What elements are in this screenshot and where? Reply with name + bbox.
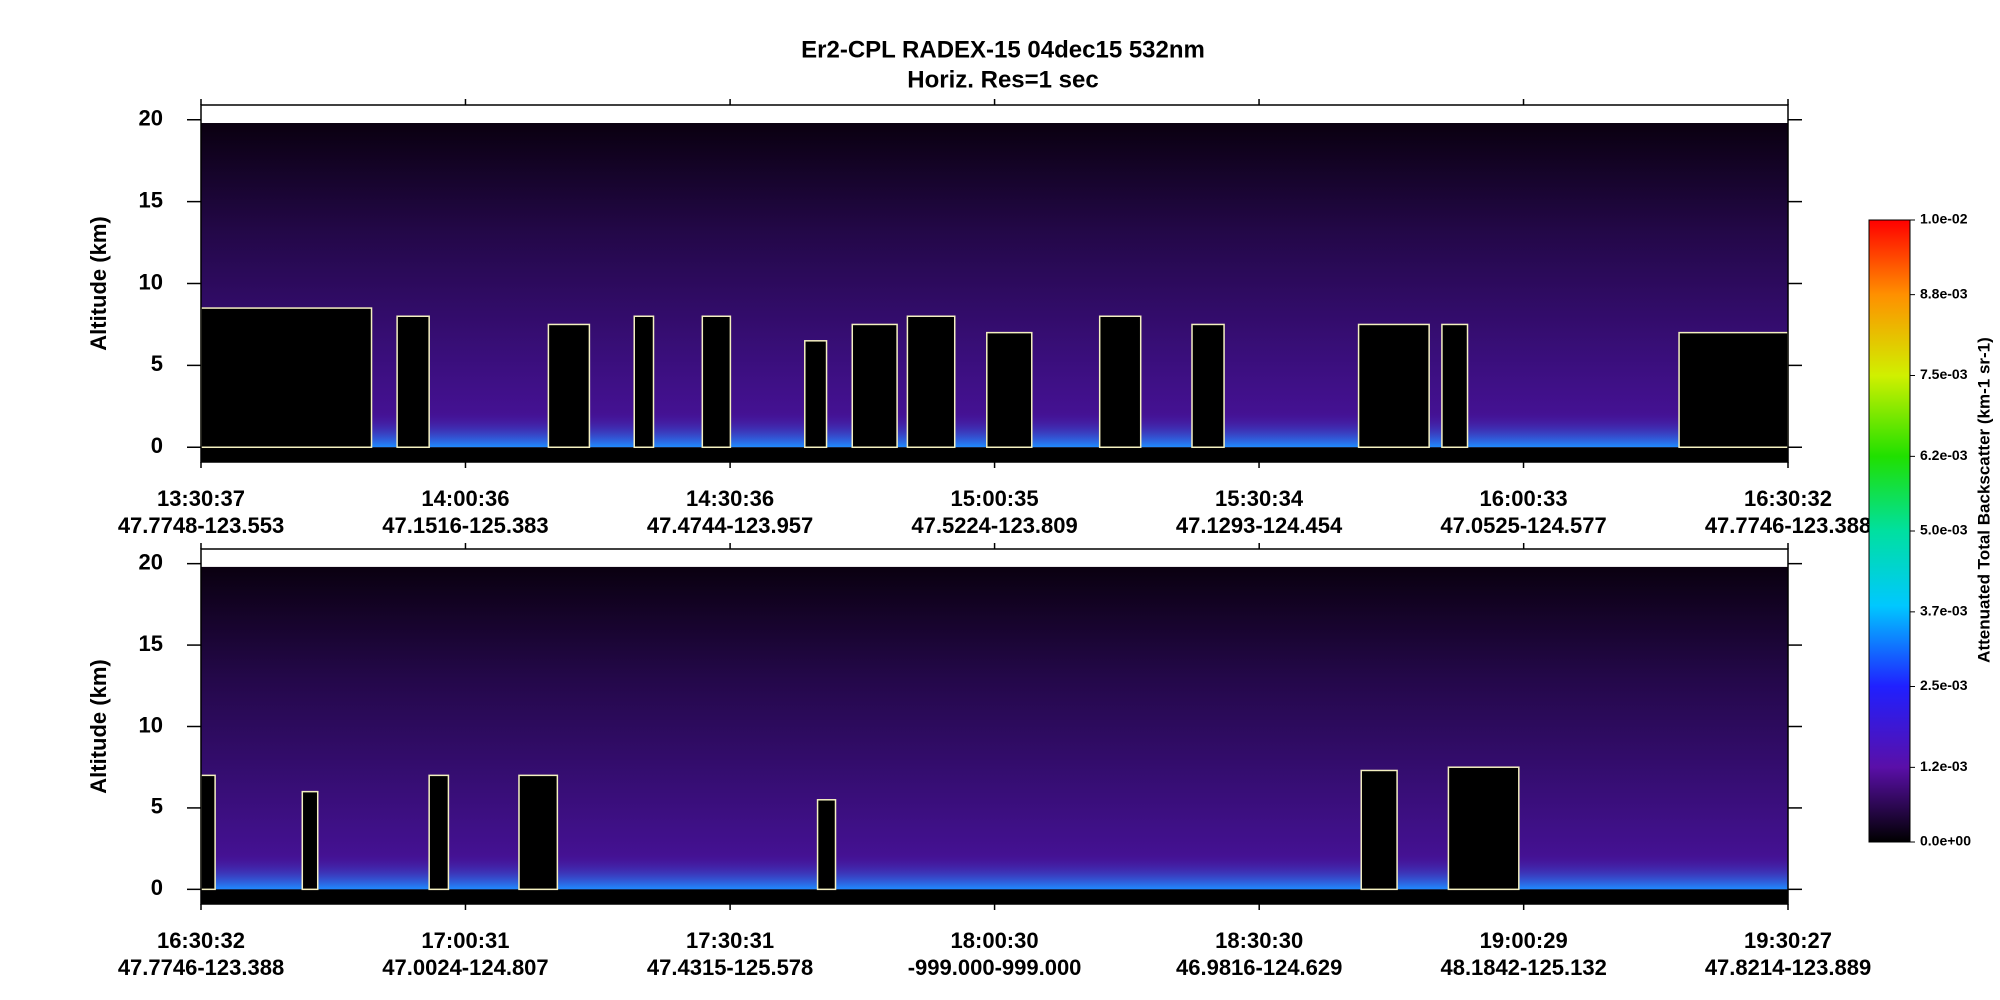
- x-tick-label: 15:00:35: [951, 486, 1039, 511]
- y-tick-label: 5: [151, 351, 163, 376]
- x-tick-location: 48.1842-125.132: [1440, 955, 1606, 980]
- x-tick-location: -999.000-999.000: [908, 955, 1082, 980]
- cloud: [986, 331, 1033, 449]
- x-tick-label: 13:30:37: [157, 486, 245, 511]
- y-axis-label: Altitude (km): [86, 659, 111, 793]
- colorbar: [1868, 219, 1911, 843]
- x-tick-location: 47.4315-125.578: [647, 955, 813, 980]
- cloud: [547, 323, 591, 449]
- cloud: [396, 315, 430, 449]
- x-tick-label: 18:00:30: [951, 928, 1039, 953]
- colorbar-label: Attenuated Total Backscatter (km-1 sr-1): [1974, 337, 1993, 663]
- cloud: [1191, 323, 1225, 449]
- colorbar-tick-label: 1.2e-03: [1920, 758, 1968, 774]
- y-tick-label: 5: [151, 794, 163, 819]
- x-tick-label: 16:00:33: [1479, 486, 1567, 511]
- colorbar-tick-label: 1.0e-02: [1920, 211, 1968, 227]
- x-tick-label: 19:00:29: [1480, 928, 1568, 953]
- colorbar-tick-label: 0.0e+00: [1920, 833, 1971, 849]
- x-tick-location: 47.0525-124.577: [1440, 513, 1606, 538]
- y-axis-label: Altitude (km): [86, 216, 111, 350]
- x-tick-location: 47.0024-124.807: [382, 955, 548, 980]
- y-tick-label: 10: [139, 712, 163, 737]
- cloud: [200, 774, 216, 891]
- cloud: [1098, 315, 1142, 449]
- cloud: [701, 315, 732, 449]
- atmosphere: [201, 566, 1788, 890]
- x-tick-label: 14:30:36: [686, 486, 774, 511]
- x-tick-location: 47.1516-125.383: [382, 513, 548, 538]
- cloud: [1360, 769, 1398, 891]
- colorbar-tick-label: 2.5e-03: [1920, 677, 1968, 693]
- x-tick-label: 19:30:27: [1744, 928, 1832, 953]
- cloud: [1441, 323, 1469, 449]
- cloud: [428, 774, 450, 891]
- cloud: [301, 790, 319, 891]
- y-tick-label: 0: [151, 875, 163, 900]
- y-tick-label: 20: [139, 106, 163, 131]
- chart-title: Er2-CPL RADEX-15 04dec15 532nm: [801, 36, 1205, 63]
- x-tick-location: 47.8214-123.889: [1705, 955, 1871, 980]
- x-tick-label: 16:30:32: [157, 928, 245, 953]
- colorbar-tick-label: 3.7e-03: [1920, 603, 1968, 619]
- x-tick-label: 14:00:36: [421, 486, 509, 511]
- colorbar-tick-label: 5.0e-03: [1920, 522, 1968, 538]
- chart-subtitle: Horiz. Res=1 sec: [907, 66, 1098, 93]
- colorbar-tick-label: 7.5e-03: [1920, 366, 1968, 382]
- x-tick-location: 47.4744-123.957: [647, 513, 813, 538]
- surface: [201, 889, 1788, 904]
- cloud: [1678, 331, 1789, 449]
- y-tick-label: 10: [139, 269, 163, 294]
- cloud: [804, 340, 828, 449]
- cloud: [816, 799, 837, 891]
- x-tick-location: 47.5224-123.809: [911, 513, 1077, 538]
- y-tick-label: 20: [139, 549, 163, 574]
- cloud: [1357, 323, 1430, 449]
- x-tick-location: 47.7746-123.388: [1705, 513, 1871, 538]
- colorbar-tick-label: 6.2e-03: [1920, 447, 1968, 463]
- x-tick-location: 46.9816-124.629: [1176, 955, 1342, 980]
- cloud: [1447, 766, 1520, 891]
- cloud: [633, 315, 655, 449]
- cloud: [851, 323, 898, 449]
- x-tick-location: 47.7746-123.388: [118, 955, 284, 980]
- x-tick-location: 47.7748-123.553: [118, 513, 284, 538]
- x-tick-label: 17:00:31: [421, 928, 509, 953]
- x-tick-label: 18:30:30: [1215, 928, 1303, 953]
- surface: [201, 447, 1788, 462]
- y-tick-label: 15: [139, 187, 163, 212]
- x-tick-label: 15:30:34: [1215, 486, 1304, 511]
- colorbar-tick-label: 8.8e-03: [1920, 285, 1968, 301]
- boundary-layer: [201, 853, 1788, 890]
- x-tick-label: 17:30:31: [686, 928, 774, 953]
- x-tick-location: 47.1293-124.454: [1176, 513, 1343, 538]
- y-tick-label: 15: [139, 631, 163, 656]
- y-tick-label: 0: [151, 433, 163, 458]
- cloud: [518, 774, 559, 891]
- cloud: [200, 307, 373, 449]
- cloud: [906, 315, 956, 449]
- x-tick-label: 16:30:32: [1744, 486, 1832, 511]
